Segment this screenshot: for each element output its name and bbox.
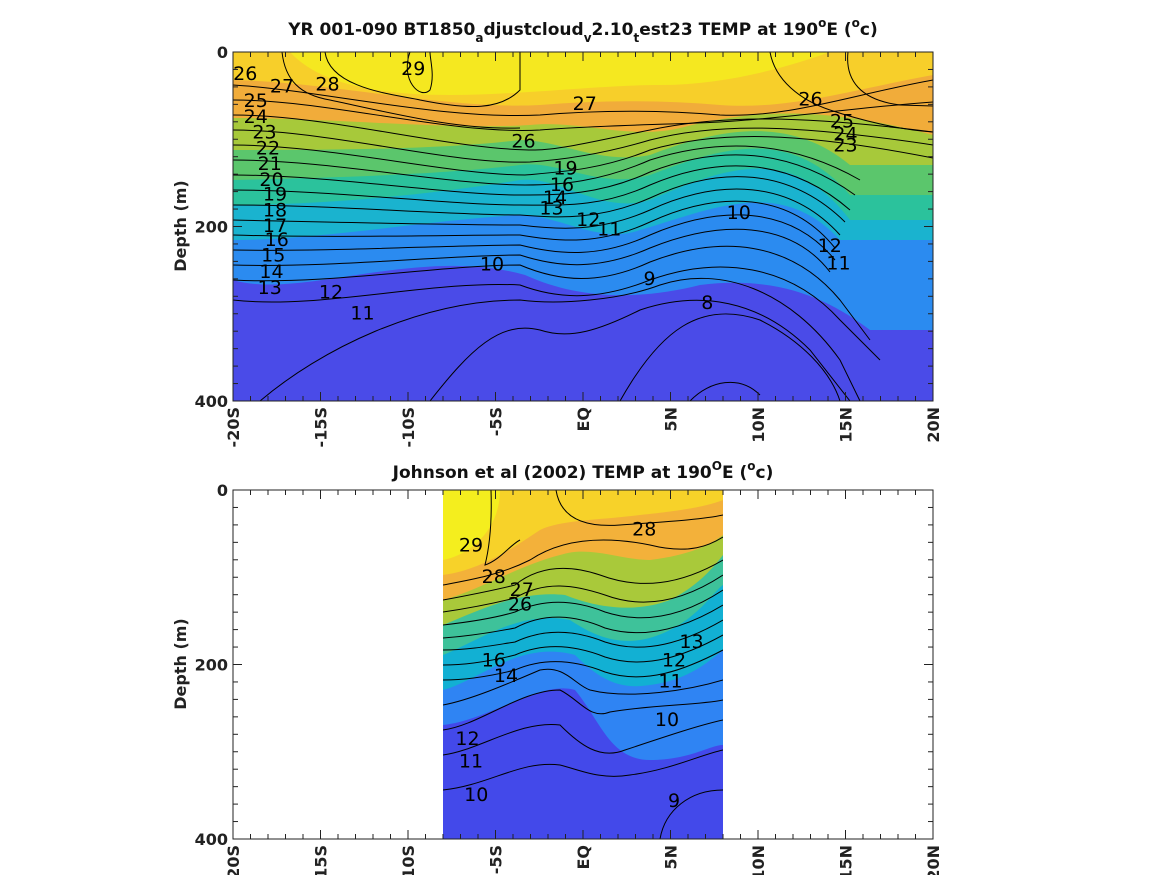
contour-label: 29	[459, 534, 483, 556]
contour-label: 25	[830, 110, 854, 132]
contour-label: 11	[826, 253, 850, 275]
x-tick-label: -10S	[399, 845, 418, 875]
contour-label: 27	[510, 579, 534, 601]
top-field	[233, 52, 933, 401]
bottom-y-tick-labels: 0 200 400	[195, 481, 228, 849]
contour-label: 10	[480, 253, 504, 275]
contour-label: 16	[482, 650, 506, 672]
top-panel: YR 001-090 BT1850adjustcloudv2.10test23 …	[171, 16, 943, 447]
contour-label: 24	[833, 123, 857, 145]
contour-label: 13	[539, 198, 563, 220]
bottom-x-tick-labels: -20S -15S -10S -5S EQ 5N 10N 15N 20N	[224, 845, 943, 875]
x-tick-label: -10S	[399, 407, 418, 447]
contour-label: 16	[265, 229, 289, 251]
contour-label: 16	[550, 174, 574, 196]
contour-label: 28	[315, 74, 339, 96]
contour-label: 11	[597, 218, 621, 240]
contour-label: 9	[668, 790, 680, 812]
contour-label: 12	[455, 728, 479, 750]
bottom-chart-title: Johnson et al (2002) TEMP at 190OE (oc)	[392, 459, 774, 483]
bottom-y-axis-label: Depth (m)	[171, 618, 190, 710]
y-tick-label: 200	[195, 656, 228, 675]
x-tick-label: -15S	[312, 845, 331, 875]
x-tick-label: 15N	[837, 407, 856, 443]
y-tick-label: 400	[195, 830, 228, 849]
contour-label: 11	[658, 670, 682, 692]
y-tick-label: 200	[195, 218, 228, 237]
contour-label: 24	[244, 106, 268, 128]
x-tick-label: -20S	[224, 845, 243, 875]
contour-label: 12	[662, 650, 686, 672]
contour-label: 19	[263, 184, 287, 206]
x-tick-label: 20N	[924, 407, 943, 443]
contour-label: 17	[263, 215, 287, 237]
contour-label: 14	[543, 187, 567, 209]
contour-label: 10	[727, 202, 751, 224]
top-x-tick-labels: -20S -15S -10S -5S EQ 5N 10N 15N 20N	[224, 407, 943, 447]
x-tick-label: 10N	[749, 845, 768, 875]
contour-label: 11	[459, 751, 483, 773]
contour-label: 19	[553, 157, 577, 179]
bottom-contours	[443, 490, 723, 839]
contour-label: 15	[261, 245, 285, 267]
contour-label: 14	[494, 665, 518, 687]
contour-label: 21	[258, 153, 282, 175]
contour-label: 28	[632, 519, 656, 541]
contour-label: 13	[258, 277, 282, 299]
contour-label: 20	[259, 169, 283, 191]
top-chart-title: YR 001-090 BT1850adjustcloudv2.10test23 …	[287, 16, 878, 45]
x-tick-label: -5S	[487, 407, 506, 436]
contour-label: 12	[319, 281, 343, 303]
x-tick-label: 5N	[662, 407, 681, 432]
x-tick-label: EQ	[574, 845, 593, 870]
contour-label: 29	[401, 58, 425, 80]
contour-label: 9	[643, 268, 655, 290]
contour-label: 18	[263, 199, 287, 221]
contour-label: 25	[244, 90, 268, 112]
contour-label: 8	[701, 292, 713, 314]
contour-label: 26	[511, 130, 535, 152]
top-y-tick-labels: 0 200 400	[195, 43, 228, 411]
contour-label: 10	[464, 784, 488, 806]
contour-label: 28	[482, 566, 506, 588]
x-tick-label: 5N	[662, 845, 681, 870]
contour-label: 14	[259, 261, 283, 283]
bottom-ticks	[232, 489, 934, 840]
bottom-field	[443, 490, 723, 839]
x-tick-label: EQ	[574, 407, 593, 432]
contour-label: 22	[256, 137, 280, 159]
top-ticks	[232, 51, 934, 402]
y-tick-label: 0	[217, 43, 228, 62]
contour-label: 23	[252, 122, 276, 144]
x-tick-label: -20S	[224, 407, 243, 447]
y-tick-label: 0	[217, 481, 228, 500]
x-tick-label: 20N	[924, 845, 943, 875]
bottom-panel: Johnson et al (2002) TEMP at 190OE (oc)	[171, 459, 943, 875]
top-y-axis-label: Depth (m)	[171, 180, 190, 272]
contour-label: 10	[655, 709, 679, 731]
contour-label: 23	[833, 135, 857, 157]
x-tick-label: 10N	[749, 407, 768, 443]
contour-label: 13	[679, 631, 703, 653]
contour-label: 12	[576, 209, 600, 231]
x-tick-label: -15S	[312, 407, 331, 447]
y-tick-label: 400	[195, 392, 228, 411]
top-contours	[233, 52, 933, 401]
contour-label: 26	[508, 594, 532, 616]
x-tick-label: -5S	[487, 845, 506, 874]
contour-label: 27	[270, 75, 294, 97]
contour-label: 11	[350, 302, 374, 324]
contour-label: 26	[798, 88, 822, 110]
contour-label: 27	[573, 93, 597, 115]
contour-label: 12	[818, 235, 842, 257]
contour-label: 26	[233, 63, 257, 85]
x-tick-label: 15N	[837, 845, 856, 875]
